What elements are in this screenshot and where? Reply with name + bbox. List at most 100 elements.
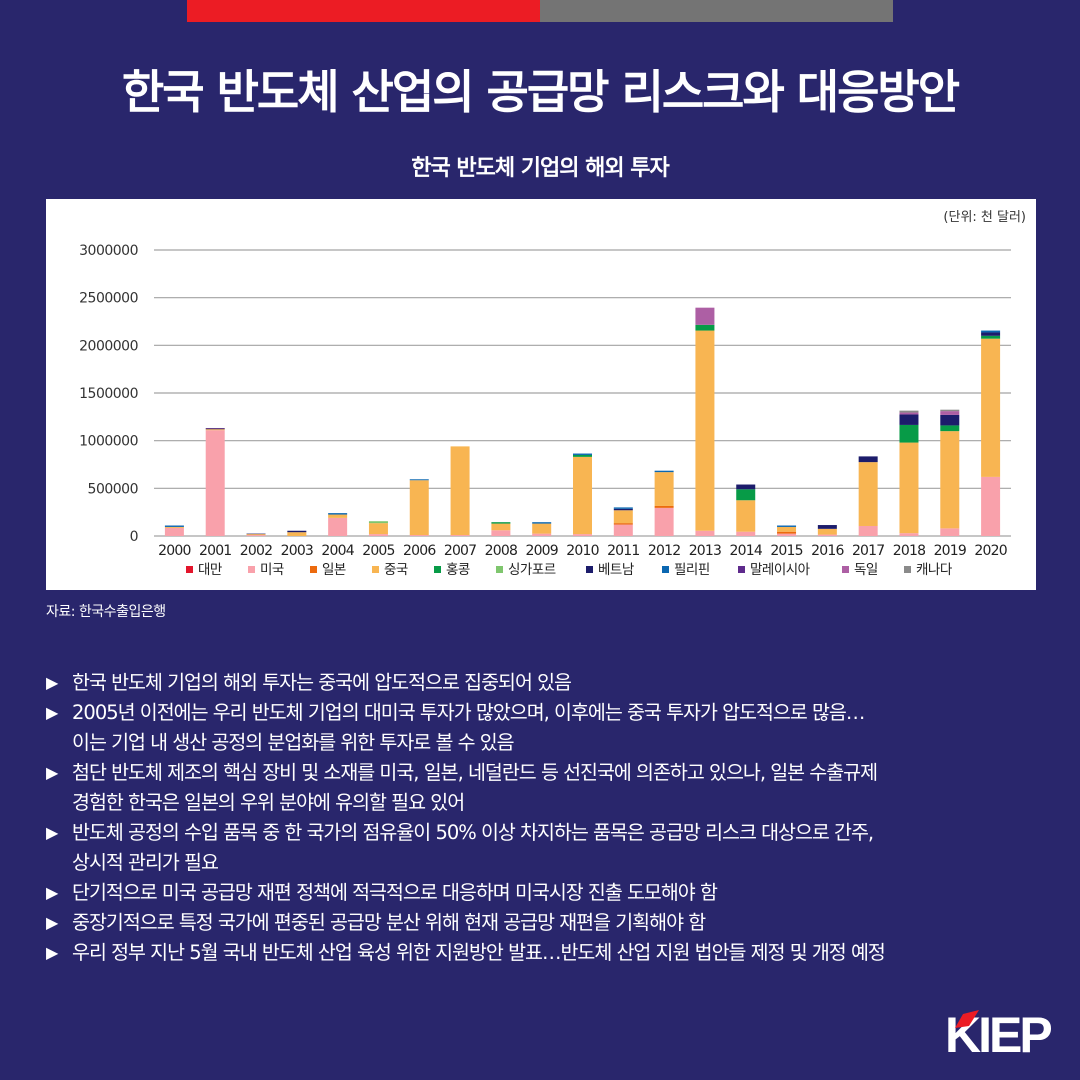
legend-swatch xyxy=(372,566,379,573)
top-accent-bar xyxy=(187,0,893,22)
legend-swatch xyxy=(186,566,193,573)
x-tick-label: 2011 xyxy=(607,543,639,559)
bullet-text: 경험한 한국은 일본의 우위 분야에 유의할 필요 있어 xyxy=(72,791,465,814)
x-tick-label: 2002 xyxy=(240,543,272,559)
x-tick-label: 2001 xyxy=(199,543,231,559)
legend-swatch xyxy=(310,566,317,573)
bullet-text: 이는 기업 내 생산 공정의 분업화를 위한 투자로 볼 수 있음 xyxy=(72,731,515,754)
bar-segment xyxy=(205,430,225,536)
bar-segment xyxy=(532,533,552,536)
bar-segment xyxy=(899,414,919,425)
bar-segment xyxy=(164,526,184,528)
kiep-logo: KIEP xyxy=(945,1008,1054,1058)
bar-segment xyxy=(858,462,878,526)
bar-segment xyxy=(409,535,429,536)
bar-segment xyxy=(205,427,225,429)
bar-segment xyxy=(736,500,756,532)
triangle-bullet-icon: ▶ xyxy=(46,703,58,722)
bar-segment xyxy=(409,480,429,536)
y-tick-label: 2000000 xyxy=(79,338,138,354)
x-tick-label: 2012 xyxy=(648,543,680,559)
bar-segment xyxy=(491,522,511,524)
bar-segment xyxy=(654,472,674,506)
stacked-bar-chart: (단위: 천 달러) 0 500000 1000000 1500000 2000000 25… xyxy=(79,210,1026,578)
chart-title: 한국 반도체 기업의 해외 투자 xyxy=(411,156,670,181)
bar-segment xyxy=(450,446,470,536)
legend-label: 대만 xyxy=(198,562,222,578)
bar-segment xyxy=(328,517,348,536)
x-tick-label: 2004 xyxy=(321,543,354,559)
bar-segment xyxy=(695,330,715,531)
x-tick-label: 2015 xyxy=(770,543,802,559)
bullet-item: ▶ 중장기적으로 특정 국가에 편중된 공급망 분산 위해 현재 공급망 재편을 … xyxy=(46,908,1046,938)
x-tick-label: 2013 xyxy=(689,543,721,559)
bullet-list: ▶ 한국 반도체 기업의 해외 투자는 중국에 압도적으로 집중되어 있음 ▶ 200… xyxy=(46,668,1046,968)
y-tick-label: 500000 xyxy=(88,481,138,497)
bar-segment xyxy=(164,527,184,536)
bar-segment xyxy=(246,534,266,536)
bar-segment xyxy=(695,307,715,325)
bar-segment xyxy=(532,522,552,524)
x-tick-label: 2009 xyxy=(525,543,557,559)
bullet-item-continuation: 경험한 한국은 일본의 우위 분야에 유의할 필요 있어 xyxy=(46,788,1046,818)
bar-segment xyxy=(573,454,592,457)
x-tick-label: 2010 xyxy=(566,543,598,559)
bullet-text: 첨단 반도체 제조의 핵심 장비 및 소재를 미국, 일본, 네덜란드 등 선진… xyxy=(72,761,878,784)
unit-label: (단위: 천 달러) xyxy=(943,210,1026,225)
bar-segment xyxy=(981,332,1001,336)
bullet-text: 상시적 관리가 필요 xyxy=(72,851,219,874)
x-tick-label: 2016 xyxy=(811,543,844,559)
legend-swatch xyxy=(434,566,441,573)
bullet-text: 2005년 이전에는 우리 반도체 기업의 대미국 투자가 많았으며, 이후에는… xyxy=(72,701,865,724)
triangle-bullet-icon: ▶ xyxy=(46,913,58,932)
bar-segment xyxy=(940,431,960,529)
bar-segment xyxy=(899,533,919,536)
x-tick-label: 2017 xyxy=(852,543,884,559)
bullet-text: 중장기적으로 특정 국가에 편중된 공급망 분산 위해 현재 공급망 재편을 기… xyxy=(72,911,706,934)
bar-segment xyxy=(899,412,919,415)
triangle-bullet-icon: ▶ xyxy=(46,883,58,902)
bar-segment xyxy=(940,425,960,432)
bar-segment xyxy=(573,534,592,536)
bar-segment xyxy=(532,523,552,534)
logo-text: KIEP xyxy=(945,1008,1051,1058)
legend-label: 캐나다 xyxy=(916,562,953,578)
accent-bar-red xyxy=(187,0,540,22)
bullet-item-continuation: 이는 기업 내 생산 공정의 분업화를 위한 투자로 볼 수 있음 xyxy=(46,728,1046,758)
triangle-bullet-icon: ▶ xyxy=(46,763,58,782)
bar-segment xyxy=(205,429,225,431)
bar-segment xyxy=(654,507,674,536)
bar-segment xyxy=(573,453,592,455)
bar-segment xyxy=(491,523,511,531)
bar-segment xyxy=(695,530,715,536)
bar-segment xyxy=(858,456,878,463)
bar-segment xyxy=(940,411,960,415)
bar-segment xyxy=(899,410,919,413)
legend-swatch xyxy=(586,566,593,573)
bullet-text: 단기적으로 미국 공급망 재편 정책에 적극적으로 대응하며 미국시장 진출 도… xyxy=(72,881,718,904)
bar-segment xyxy=(205,428,225,430)
bar-segment xyxy=(940,409,960,412)
source-note: 자료: 한국수출입은행 xyxy=(46,604,166,620)
x-tick-label: 2018 xyxy=(893,543,925,559)
bar-segment xyxy=(613,510,633,524)
bar-segment xyxy=(817,534,837,536)
x-tick-label: 2005 xyxy=(362,543,394,559)
bar-segment xyxy=(164,525,184,527)
bar-segment xyxy=(981,476,1001,536)
bar-segment xyxy=(736,484,756,490)
bar-segment xyxy=(613,507,633,509)
bar-segment xyxy=(817,528,837,535)
bar-segment xyxy=(940,528,960,536)
bar-segment xyxy=(613,524,633,536)
x-tick-label: 2000 xyxy=(158,543,190,559)
bar-segment xyxy=(287,530,307,533)
bar-segment xyxy=(368,534,388,536)
legend-swatch xyxy=(904,566,911,573)
bar-segment xyxy=(613,523,633,525)
bar-segment xyxy=(409,479,429,481)
bullet-item: ▶ 우리 정부 지난 5월 국내 반도체 산업 육성 위한 지원방안 발표…반도체… xyxy=(46,938,1046,968)
legend-swatch xyxy=(662,566,669,573)
bar-segment xyxy=(777,531,797,534)
bullet-item-continuation: 상시적 관리가 필요 xyxy=(46,848,1046,878)
